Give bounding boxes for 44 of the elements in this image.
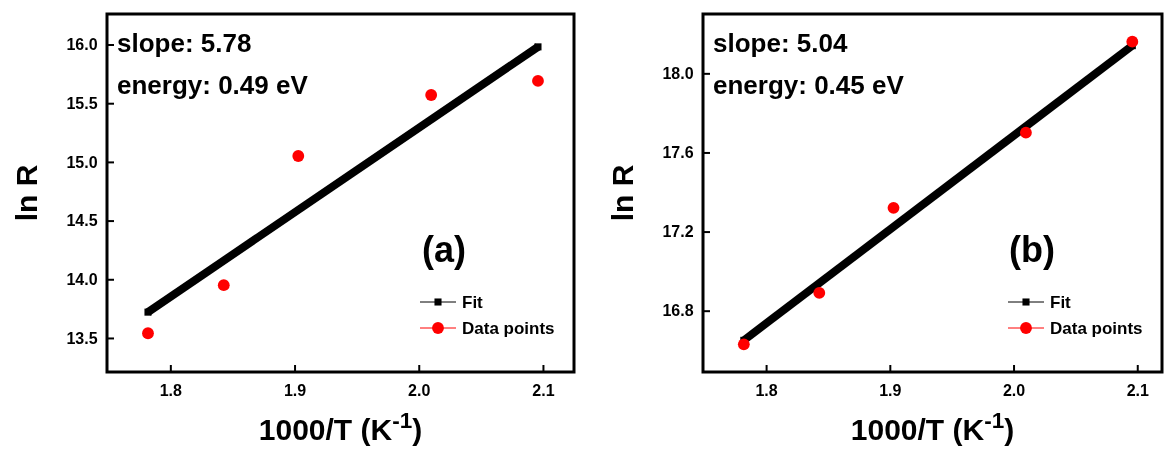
x-tick-label: 2.0 [408,381,431,399]
legend-label: Fit [462,293,484,312]
point [425,89,438,101]
point [737,338,750,351]
point [534,43,542,51]
legend-label: Data points [462,319,555,338]
y-tick-label: 13.5 [66,329,98,347]
legend-label: Fit [1050,293,1072,312]
point [142,327,154,340]
legend-label: Data points [1050,319,1143,338]
point [1019,126,1032,139]
point [1126,35,1139,48]
annotation: slope: 5.78 [117,28,252,58]
annotation: (b) [1009,229,1055,270]
point [887,201,900,214]
point [532,75,544,87]
annotation: (a) [422,229,466,270]
y-tick-label: 17.6 [662,144,694,162]
x-tick-label: 1.8 [159,381,183,399]
x-tick-label: 1.9 [283,381,307,399]
y-tick-label: 16.8 [662,302,694,320]
y-axis-title: ln R [10,164,43,222]
y-axis-title: ln R [606,164,639,222]
annotation: energy: 0.49 eV [117,70,309,100]
point [217,279,230,292]
x-axis-title: 1000/T (K$^{-1}$) [850,407,1015,446]
point [813,286,826,299]
y-tick-label: 17.2 [662,223,694,241]
y-tick-label: 14.5 [66,212,98,230]
x-tick-label: 1.8 [755,381,778,399]
y-tick-label: 14.0 [66,270,98,288]
annotation: energy: 0.45 eV [713,70,905,100]
point [292,150,305,162]
point [144,308,152,316]
x-tick-label: 1.9 [879,381,902,399]
x-tick-label: 2.1 [1126,381,1149,399]
y-tick-label: 15.5 [66,94,98,112]
annotation: slope: 5.04 [713,28,848,58]
y-tick-label: 16.0 [66,36,98,54]
x-axis-title: 1000/T (K$^{-1}$) [258,407,423,446]
x-tick-label: 2.0 [1002,381,1026,399]
y-tick-label: 15.0 [66,153,98,171]
x-tick-label: 2.1 [532,381,555,399]
y-tick-label: 18.0 [662,64,694,82]
